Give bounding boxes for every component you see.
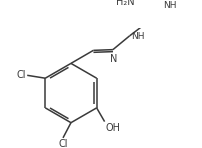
Text: Cl: Cl xyxy=(17,70,26,80)
Text: NH: NH xyxy=(163,1,176,10)
Text: N: N xyxy=(109,54,116,64)
Text: H₂N: H₂N xyxy=(115,0,134,7)
Text: OH: OH xyxy=(105,123,120,133)
Text: Cl: Cl xyxy=(58,139,67,148)
Text: NH: NH xyxy=(130,32,144,41)
